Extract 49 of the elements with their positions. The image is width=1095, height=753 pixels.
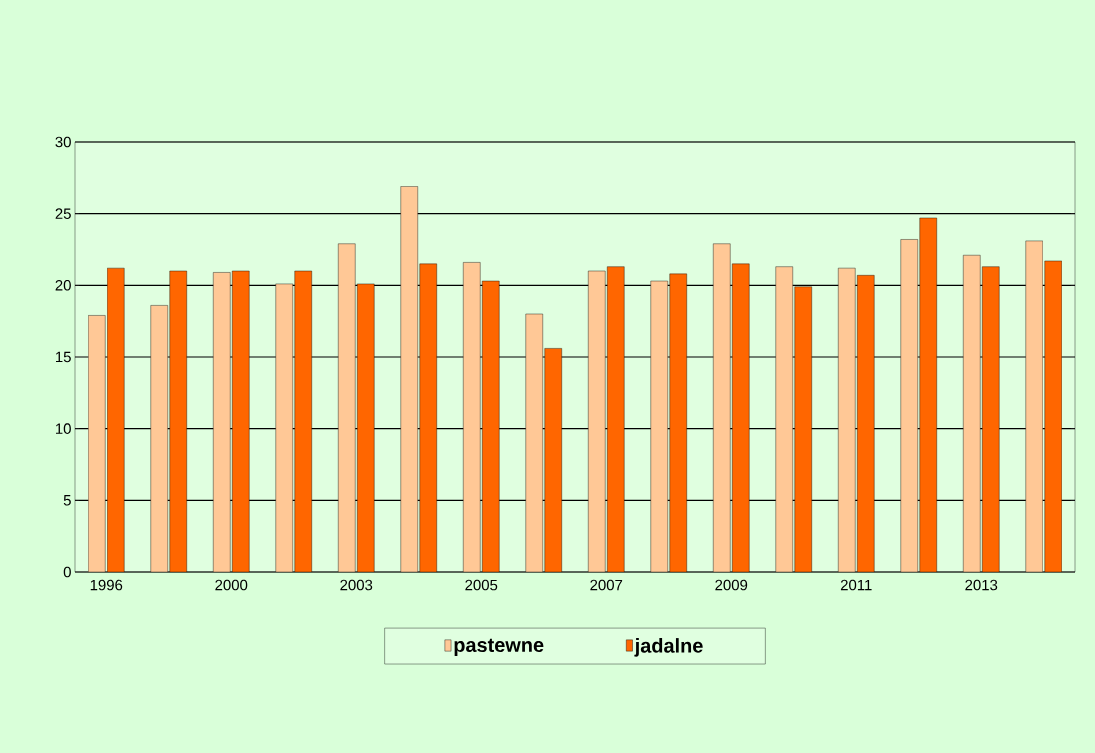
y-tick-label: 0 — [63, 566, 71, 578]
bar — [544, 348, 562, 572]
bar — [400, 186, 418, 572]
x-tick-label: 1996 — [90, 579, 123, 591]
bar — [669, 273, 687, 572]
bar — [732, 263, 750, 572]
bar — [838, 268, 856, 572]
y-tick-label: 10 — [56, 423, 71, 434]
bar — [588, 271, 606, 572]
bar — [169, 271, 187, 572]
y-tick-label: 25 — [55, 208, 71, 219]
x-tick-label: 2009 — [715, 579, 748, 591]
bar — [713, 243, 731, 572]
bar — [775, 266, 793, 572]
legend-label: pastewne — [454, 638, 544, 656]
y-tick-label: 20 — [55, 280, 71, 291]
y-tick-label: 15 — [56, 351, 71, 363]
x-tick-label: 2000 — [215, 579, 248, 591]
bar — [357, 283, 375, 572]
bar — [650, 281, 668, 572]
x-tick-label: 2003 — [340, 579, 373, 591]
bar — [463, 262, 481, 572]
bar — [88, 315, 106, 572]
bar — [794, 286, 812, 572]
x-tick-label: 2011 — [840, 579, 872, 591]
bar — [1025, 240, 1043, 572]
bar — [107, 268, 125, 572]
bar — [919, 217, 937, 572]
bar — [982, 266, 1000, 572]
bar — [419, 263, 437, 572]
x-tick-label: 2005 — [465, 579, 498, 591]
bar — [150, 305, 168, 572]
legend-label: jadalne — [634, 638, 703, 657]
bar — [232, 271, 250, 572]
bar — [213, 272, 231, 572]
bar — [338, 243, 356, 572]
bar — [294, 271, 312, 572]
bar — [1044, 260, 1062, 572]
bar — [857, 275, 875, 572]
y-tick-label: 5 — [63, 495, 71, 506]
y-tick-label: 30 — [55, 136, 71, 148]
bar — [900, 239, 918, 572]
bar — [275, 283, 293, 572]
bar — [607, 266, 625, 572]
x-tick-label: 2013 — [965, 579, 998, 591]
bar — [963, 255, 981, 572]
x-tick-label: 2007 — [590, 579, 623, 591]
bar — [482, 281, 500, 572]
bar — [525, 314, 543, 572]
